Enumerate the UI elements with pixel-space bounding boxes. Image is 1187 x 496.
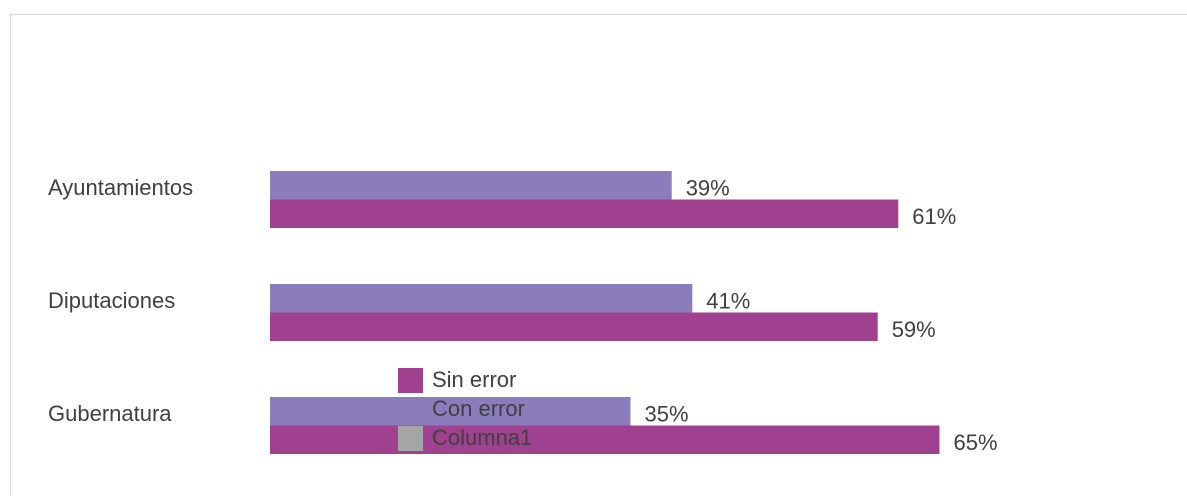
legend-swatch [398, 397, 423, 422]
legend-label: Sin error [432, 367, 516, 392]
bar [270, 312, 878, 341]
bar [270, 171, 672, 200]
value-label: 59% [892, 317, 936, 342]
legend-swatch [398, 426, 423, 451]
legend-swatch [398, 368, 423, 393]
bar [270, 284, 693, 313]
legend-label: Columna1 [432, 425, 532, 450]
bar [270, 199, 899, 228]
value-label: 35% [645, 401, 689, 426]
legend-label: Con error [432, 396, 525, 421]
value-label: 39% [686, 175, 730, 200]
value-label: 41% [706, 288, 750, 313]
bar [270, 397, 631, 426]
value-label: 61% [912, 204, 956, 229]
value-label: 65% [954, 430, 998, 455]
category-label: Diputaciones [48, 288, 175, 313]
category-label: Gubernatura [48, 401, 172, 426]
bar [270, 425, 940, 454]
category-label: Ayuntamientos [48, 175, 193, 200]
